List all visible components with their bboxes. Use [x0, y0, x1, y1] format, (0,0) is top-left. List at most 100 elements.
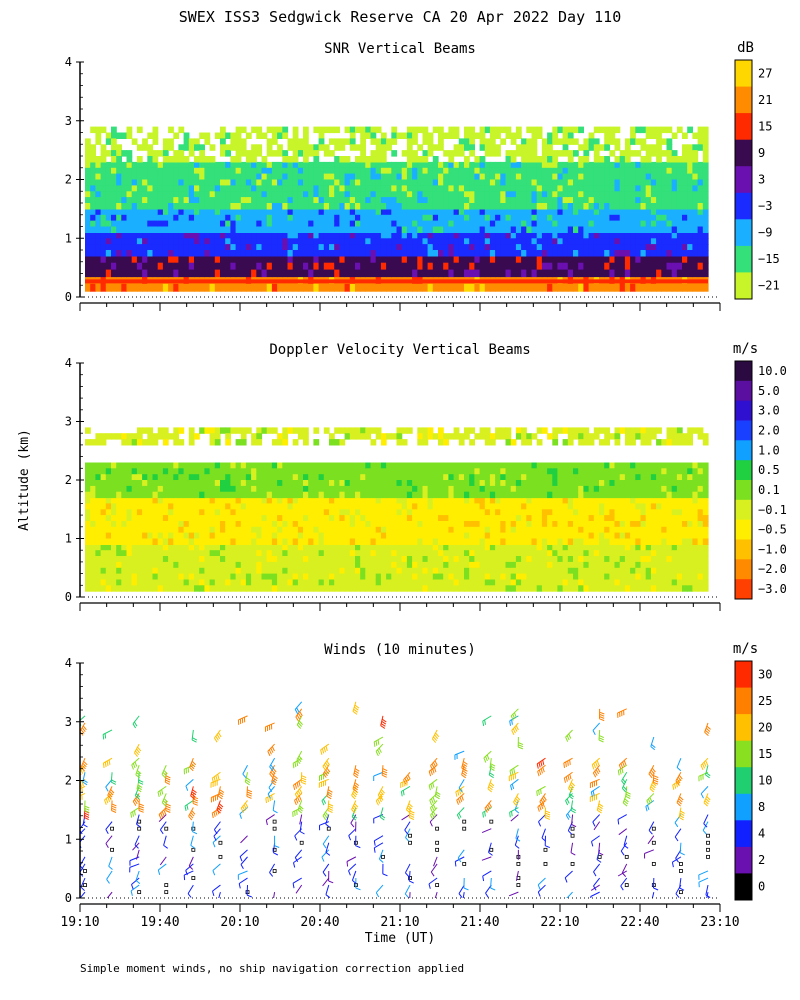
- heatmap-cell: [391, 232, 398, 239]
- heatmap-cell: [245, 503, 252, 510]
- heatmap-cell: [152, 191, 159, 198]
- heatmap-cell: [500, 497, 507, 505]
- heatmap-cell: [510, 232, 517, 239]
- heatmap-cell: [214, 544, 221, 551]
- heatmap-cell: [375, 561, 382, 569]
- heatmap-cell: [157, 497, 164, 505]
- heatmap-cell: [635, 283, 642, 292]
- heatmap-cell: [308, 255, 314, 264]
- heatmap-cell: [225, 497, 231, 505]
- heatmap-cell: [676, 567, 683, 575]
- heatmap-cell: [147, 179, 154, 186]
- heatmap-cell: [432, 179, 439, 186]
- heatmap-cell: [214, 179, 221, 186]
- heatmap-cell: [702, 220, 709, 228]
- heatmap-cell: [204, 232, 211, 239]
- heatmap-cell: [271, 550, 278, 557]
- heatmap-cell: [204, 167, 211, 175]
- heatmap-cell: [687, 567, 693, 575]
- heatmap-cell: [583, 521, 590, 528]
- heatmap-cell: [427, 579, 434, 586]
- heatmap-cell: [640, 185, 647, 192]
- heatmap-cell: [240, 226, 247, 233]
- heatmap-cell: [453, 179, 460, 186]
- heatmap-cell: [329, 561, 335, 569]
- heatmap-cell: [308, 283, 314, 292]
- heatmap-cell: [375, 532, 382, 540]
- heatmap-cell: [640, 208, 647, 216]
- heatmap-cell: [147, 255, 154, 264]
- heatmap-cell: [230, 161, 237, 169]
- heatmap-cell: [609, 526, 616, 534]
- heatmap-cell: [95, 283, 102, 292]
- heatmap-cell: [547, 269, 553, 278]
- heatmap-cell: [100, 269, 107, 278]
- heatmap-cell: [645, 503, 652, 510]
- heatmap-cell: [417, 532, 424, 540]
- heatmap-cell: [271, 191, 278, 198]
- heatmap-cell: [604, 283, 610, 292]
- heatmap-cell: [329, 532, 335, 540]
- heatmap-cell: [702, 509, 709, 516]
- heatmap-cell: [152, 197, 159, 204]
- heatmap-cell: [656, 156, 662, 163]
- heatmap-cell: [500, 167, 507, 175]
- heatmap-cell: [225, 538, 231, 545]
- heatmap-cell: [484, 255, 491, 264]
- heatmap-cell: [427, 179, 434, 186]
- heatmap-cell: [614, 226, 621, 233]
- heatmap-cell: [614, 585, 621, 592]
- heatmap-cell: [214, 226, 221, 233]
- heatmap-cell: [619, 179, 626, 186]
- heatmap-cell: [271, 250, 278, 257]
- heatmap-cell: [375, 521, 382, 528]
- heatmap-cell: [173, 573, 180, 580]
- heatmap-cell: [692, 244, 699, 251]
- heatmap-cell: [432, 544, 439, 551]
- heatmap-cell: [630, 138, 636, 145]
- heatmap-cell: [271, 179, 278, 186]
- heatmap-cell: [547, 214, 553, 222]
- heatmap-cell: [656, 509, 662, 516]
- heatmap-cell: [380, 179, 387, 186]
- heatmap-cell: [656, 179, 662, 186]
- heatmap-cell: [458, 269, 465, 278]
- heatmap-cell: [365, 509, 372, 516]
- heatmap-cell: [131, 185, 138, 192]
- heatmap-cell: [609, 521, 616, 528]
- heatmap-cell: [604, 526, 610, 534]
- heatmap-cell: [474, 238, 481, 245]
- heatmap-cell: [194, 503, 200, 510]
- heatmap-cell: [531, 132, 538, 139]
- heatmap-cell: [292, 497, 299, 505]
- heatmap-cell: [640, 503, 647, 510]
- heatmap-cell: [448, 197, 455, 204]
- heatmap-cell: [453, 226, 460, 233]
- heatmap-cell: [188, 567, 195, 575]
- heatmap-cell: [526, 232, 533, 239]
- heatmap-cell: [111, 161, 117, 169]
- heatmap-cell: [282, 497, 289, 505]
- heatmap-cell: [484, 262, 491, 271]
- heatmap-cell: [401, 203, 408, 210]
- heatmap-cell: [271, 521, 278, 528]
- heatmap-cell: [401, 238, 408, 245]
- heatmap-cell: [474, 538, 481, 545]
- heatmap-cell: [599, 244, 605, 251]
- heatmap-cell: [282, 191, 289, 198]
- heatmap-cell: [380, 585, 387, 592]
- heatmap-cell: [676, 573, 683, 580]
- heatmap-cell: [661, 167, 668, 175]
- heatmap-cell: [645, 161, 652, 169]
- heatmap-cell: [619, 214, 626, 222]
- heatmap-cell: [297, 238, 304, 245]
- heatmap-cell: [391, 538, 398, 545]
- heatmap-cell: [277, 538, 283, 545]
- heatmap-cell: [230, 167, 237, 175]
- heatmap-cell: [687, 238, 693, 245]
- heatmap-cell: [682, 238, 688, 245]
- heatmap-cell: [552, 585, 559, 592]
- heatmap-cell: [256, 214, 263, 222]
- heatmap-cell: [464, 161, 470, 169]
- heatmap-cell: [443, 150, 449, 157]
